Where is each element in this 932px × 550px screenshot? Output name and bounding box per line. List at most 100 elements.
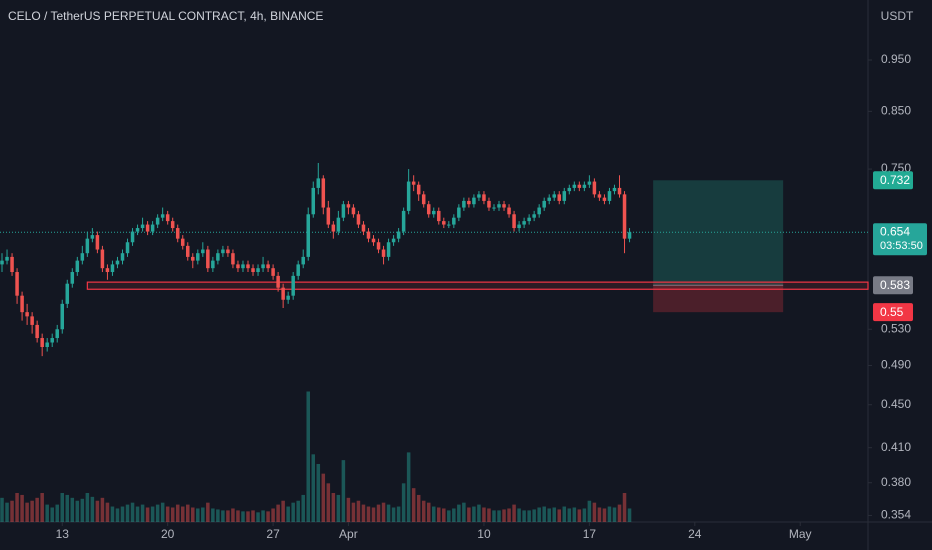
volume-bar bbox=[155, 504, 160, 522]
volume-bar bbox=[582, 508, 587, 522]
candle-body bbox=[502, 204, 506, 208]
volume-bar bbox=[326, 483, 331, 522]
x-tick-label: 10 bbox=[477, 527, 491, 541]
candle-body bbox=[391, 238, 396, 243]
candle-body bbox=[396, 231, 401, 239]
volume-bar bbox=[356, 500, 361, 522]
stop-label: 0.55 bbox=[880, 305, 904, 319]
candle-body bbox=[376, 242, 381, 250]
volume-bar bbox=[95, 500, 100, 522]
candle-body bbox=[512, 214, 516, 229]
candle-body bbox=[597, 194, 602, 198]
volume-bar bbox=[85, 493, 90, 522]
axis-layer: 0.3540.3800.4100.4500.4900.5300.7500.850… bbox=[56, 52, 927, 541]
candle-body bbox=[416, 184, 421, 195]
volume-bar bbox=[431, 506, 436, 522]
x-tick-label: 27 bbox=[266, 527, 280, 541]
candle-body bbox=[426, 204, 431, 215]
volume-bar bbox=[416, 494, 421, 522]
candle-body bbox=[321, 178, 326, 208]
candle-body bbox=[256, 268, 260, 273]
candle-body bbox=[266, 264, 270, 269]
volume-bar bbox=[472, 506, 476, 522]
candle-body bbox=[175, 228, 180, 239]
candle-body bbox=[431, 210, 436, 215]
candle-body bbox=[281, 287, 285, 300]
volume-bar bbox=[512, 504, 516, 522]
volume-bar bbox=[256, 512, 260, 522]
volume-bar bbox=[386, 504, 391, 522]
candle-body bbox=[592, 181, 597, 195]
volume-bar bbox=[366, 506, 371, 522]
volume-bar bbox=[376, 504, 381, 522]
candle-body bbox=[125, 242, 130, 254]
volume-bar bbox=[45, 504, 49, 522]
volume-bar bbox=[296, 500, 300, 522]
candle-body bbox=[25, 312, 29, 317]
chart-title: CELO / TetherUS PERPETUAL CONTRACT, 4h, … bbox=[8, 9, 323, 23]
candle-body bbox=[115, 260, 120, 265]
candle-body bbox=[366, 231, 371, 239]
candle-body bbox=[547, 197, 551, 201]
zone-rect bbox=[86, 281, 869, 290]
candle-body bbox=[95, 235, 100, 250]
volume-bar bbox=[70, 497, 75, 522]
volume-bar bbox=[577, 509, 582, 522]
volume-bar bbox=[271, 508, 275, 522]
candle-body bbox=[557, 194, 562, 201]
volume-bar bbox=[557, 509, 562, 522]
volume-bar bbox=[321, 473, 326, 522]
currency-label: USDT bbox=[881, 9, 914, 23]
candle-body bbox=[276, 275, 280, 288]
y-tick-label: 0.530 bbox=[881, 321, 911, 335]
volume-bar bbox=[20, 494, 24, 522]
volume-bar bbox=[607, 506, 612, 522]
candle-body bbox=[0, 260, 4, 265]
volume-bar bbox=[457, 504, 461, 522]
volume-bar bbox=[15, 493, 19, 522]
volume-bar bbox=[30, 500, 34, 522]
candle-body bbox=[487, 200, 491, 208]
volume-bar bbox=[10, 500, 14, 522]
candle-body bbox=[15, 272, 19, 296]
volume-bar bbox=[411, 488, 416, 522]
candle-body bbox=[135, 228, 140, 232]
candle-body bbox=[341, 204, 346, 218]
volume-bar bbox=[391, 507, 396, 522]
volume-bar bbox=[186, 504, 190, 522]
candle-body bbox=[587, 181, 592, 185]
candle-body bbox=[120, 253, 125, 261]
countdown-label: 03:53:50 bbox=[880, 240, 923, 252]
candle-body bbox=[5, 256, 9, 261]
volume-bar bbox=[447, 510, 451, 522]
candle-body bbox=[150, 224, 155, 232]
volume-bar bbox=[517, 508, 521, 522]
y-tick-label: 0.380 bbox=[881, 475, 911, 489]
volume-bar bbox=[206, 502, 210, 522]
volume-bar bbox=[346, 497, 351, 522]
y-tick-label: 0.354 bbox=[881, 508, 911, 522]
background-layer bbox=[0, 180, 869, 522]
candle-body bbox=[527, 217, 531, 222]
candle-body bbox=[326, 207, 331, 225]
volume-bar bbox=[80, 498, 85, 522]
volume-bar bbox=[231, 508, 235, 522]
candle-body bbox=[180, 238, 185, 246]
volume-bar bbox=[165, 506, 170, 522]
candle-body bbox=[10, 256, 14, 273]
volume-bar bbox=[502, 509, 506, 522]
candle-body bbox=[140, 224, 145, 229]
volume-bar bbox=[442, 508, 446, 522]
candle-body bbox=[401, 210, 406, 232]
candle-body bbox=[336, 217, 341, 232]
volume-bar bbox=[251, 510, 255, 522]
candle-body bbox=[226, 249, 230, 254]
volume-bar bbox=[567, 508, 572, 522]
candle-body bbox=[497, 204, 501, 208]
volume-bar bbox=[396, 506, 401, 522]
candle-body bbox=[165, 214, 170, 222]
volume-bar bbox=[547, 508, 551, 522]
volume-bar bbox=[246, 511, 250, 522]
volume-bar bbox=[221, 510, 225, 522]
candle-body bbox=[191, 256, 195, 261]
